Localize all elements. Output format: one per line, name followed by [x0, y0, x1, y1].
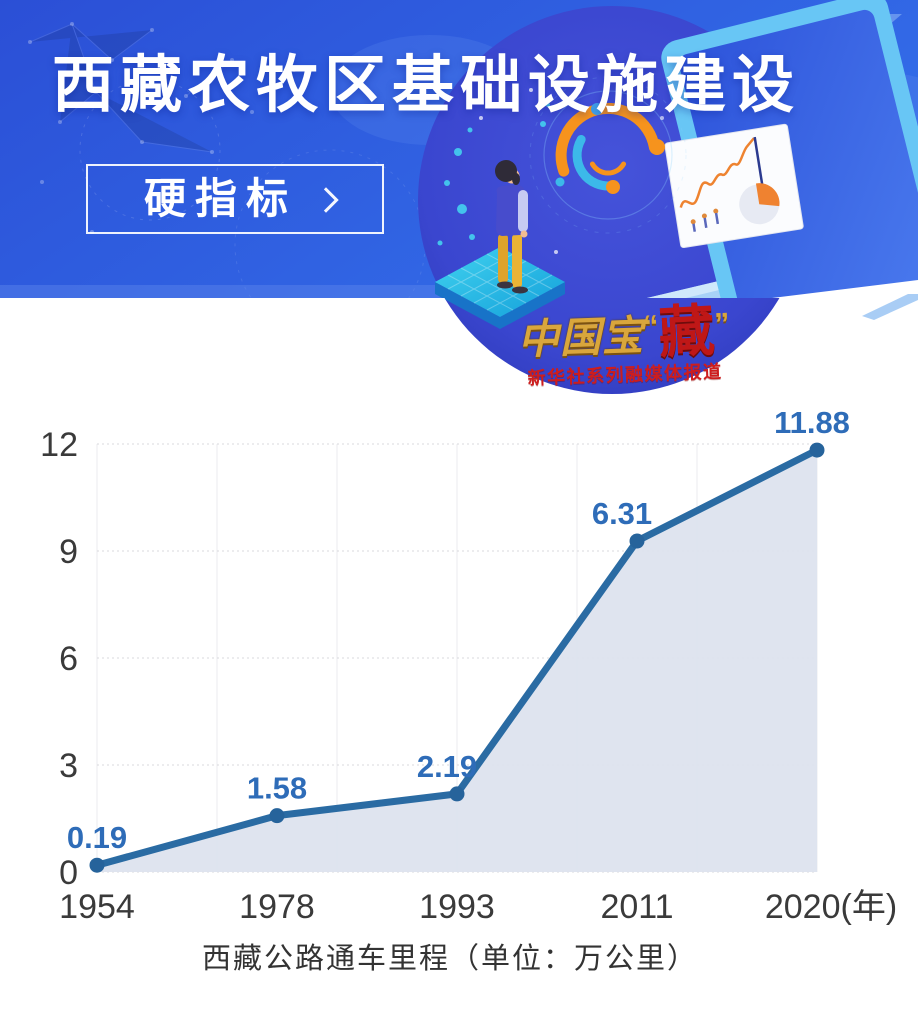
data-point [269, 808, 285, 824]
value-label: 1.58 [247, 771, 307, 806]
chart-area-fill [97, 450, 817, 872]
y-tick-label: 0 [59, 854, 78, 892]
mini-chart-panel [664, 123, 804, 249]
data-point [809, 442, 825, 458]
brand-quote-close: ” [713, 307, 730, 341]
line-chart: 0.19 1.58 2.19 6.31 11.88 0 3 6 9 12 1954 1978 199… [40, 405, 897, 975]
corner-slash [862, 294, 918, 320]
y-tick-label: 6 [59, 640, 78, 678]
chevron-right-icon [313, 187, 339, 213]
hero-banner [0, 0, 918, 394]
gauge-icon [529, 76, 687, 234]
chart-caption: 西藏公路通车里程（单位：万公里） [202, 942, 698, 975]
data-point [89, 857, 105, 873]
data-point [629, 533, 645, 549]
mini-figures [690, 208, 720, 232]
x-tick-label: 2020(年) [765, 888, 897, 926]
person-illustration [435, 88, 565, 329]
brand-text-gold: 中国宝 [516, 312, 645, 363]
value-label: 6.31 [592, 496, 652, 531]
value-label: 11.88 [774, 405, 850, 440]
laptop-illustration [529, 0, 918, 298]
x-tick-label: 1978 [239, 888, 315, 926]
y-tick-label: 3 [59, 747, 78, 785]
x-tick-label: 1954 [59, 888, 135, 926]
y-tick-label: 9 [59, 533, 78, 571]
chart-x-axis-labels: 1954 1978 1993 2011 2020(年) [59, 888, 897, 926]
value-label: 2.19 [417, 749, 477, 784]
x-tick-label: 1993 [419, 888, 495, 926]
person [495, 160, 528, 294]
brand-logo: 中国宝 “ 藏 ” 新华社系列融媒体报道 [477, 296, 772, 392]
page-title: 西藏农牧区基础设施建设 [52, 51, 801, 120]
chart-data-points [89, 442, 825, 873]
x-tick-label: 2011 [600, 888, 673, 926]
chart-y-axis-labels: 0 3 6 9 12 [40, 426, 78, 892]
chart-value-labels: 0.19 1.58 2.19 6.31 11.88 [67, 405, 850, 855]
corner-wedge [772, 280, 918, 298]
y-tick-label: 12 [40, 426, 78, 464]
mini-line-chart [679, 137, 755, 208]
hard-indicator-button[interactable]: 硬指标 [86, 164, 384, 234]
value-label: 0.19 [67, 820, 127, 855]
hard-indicator-label: 硬指标 [143, 175, 297, 222]
brand-quote-open: “ [642, 309, 659, 344]
brand-text-red: 藏 [657, 300, 717, 366]
brand-logo-main: 中国宝 “ 藏 ” [477, 296, 771, 366]
data-point [449, 786, 465, 802]
bubbles [437, 88, 558, 254]
network-lines [29, 23, 233, 153]
